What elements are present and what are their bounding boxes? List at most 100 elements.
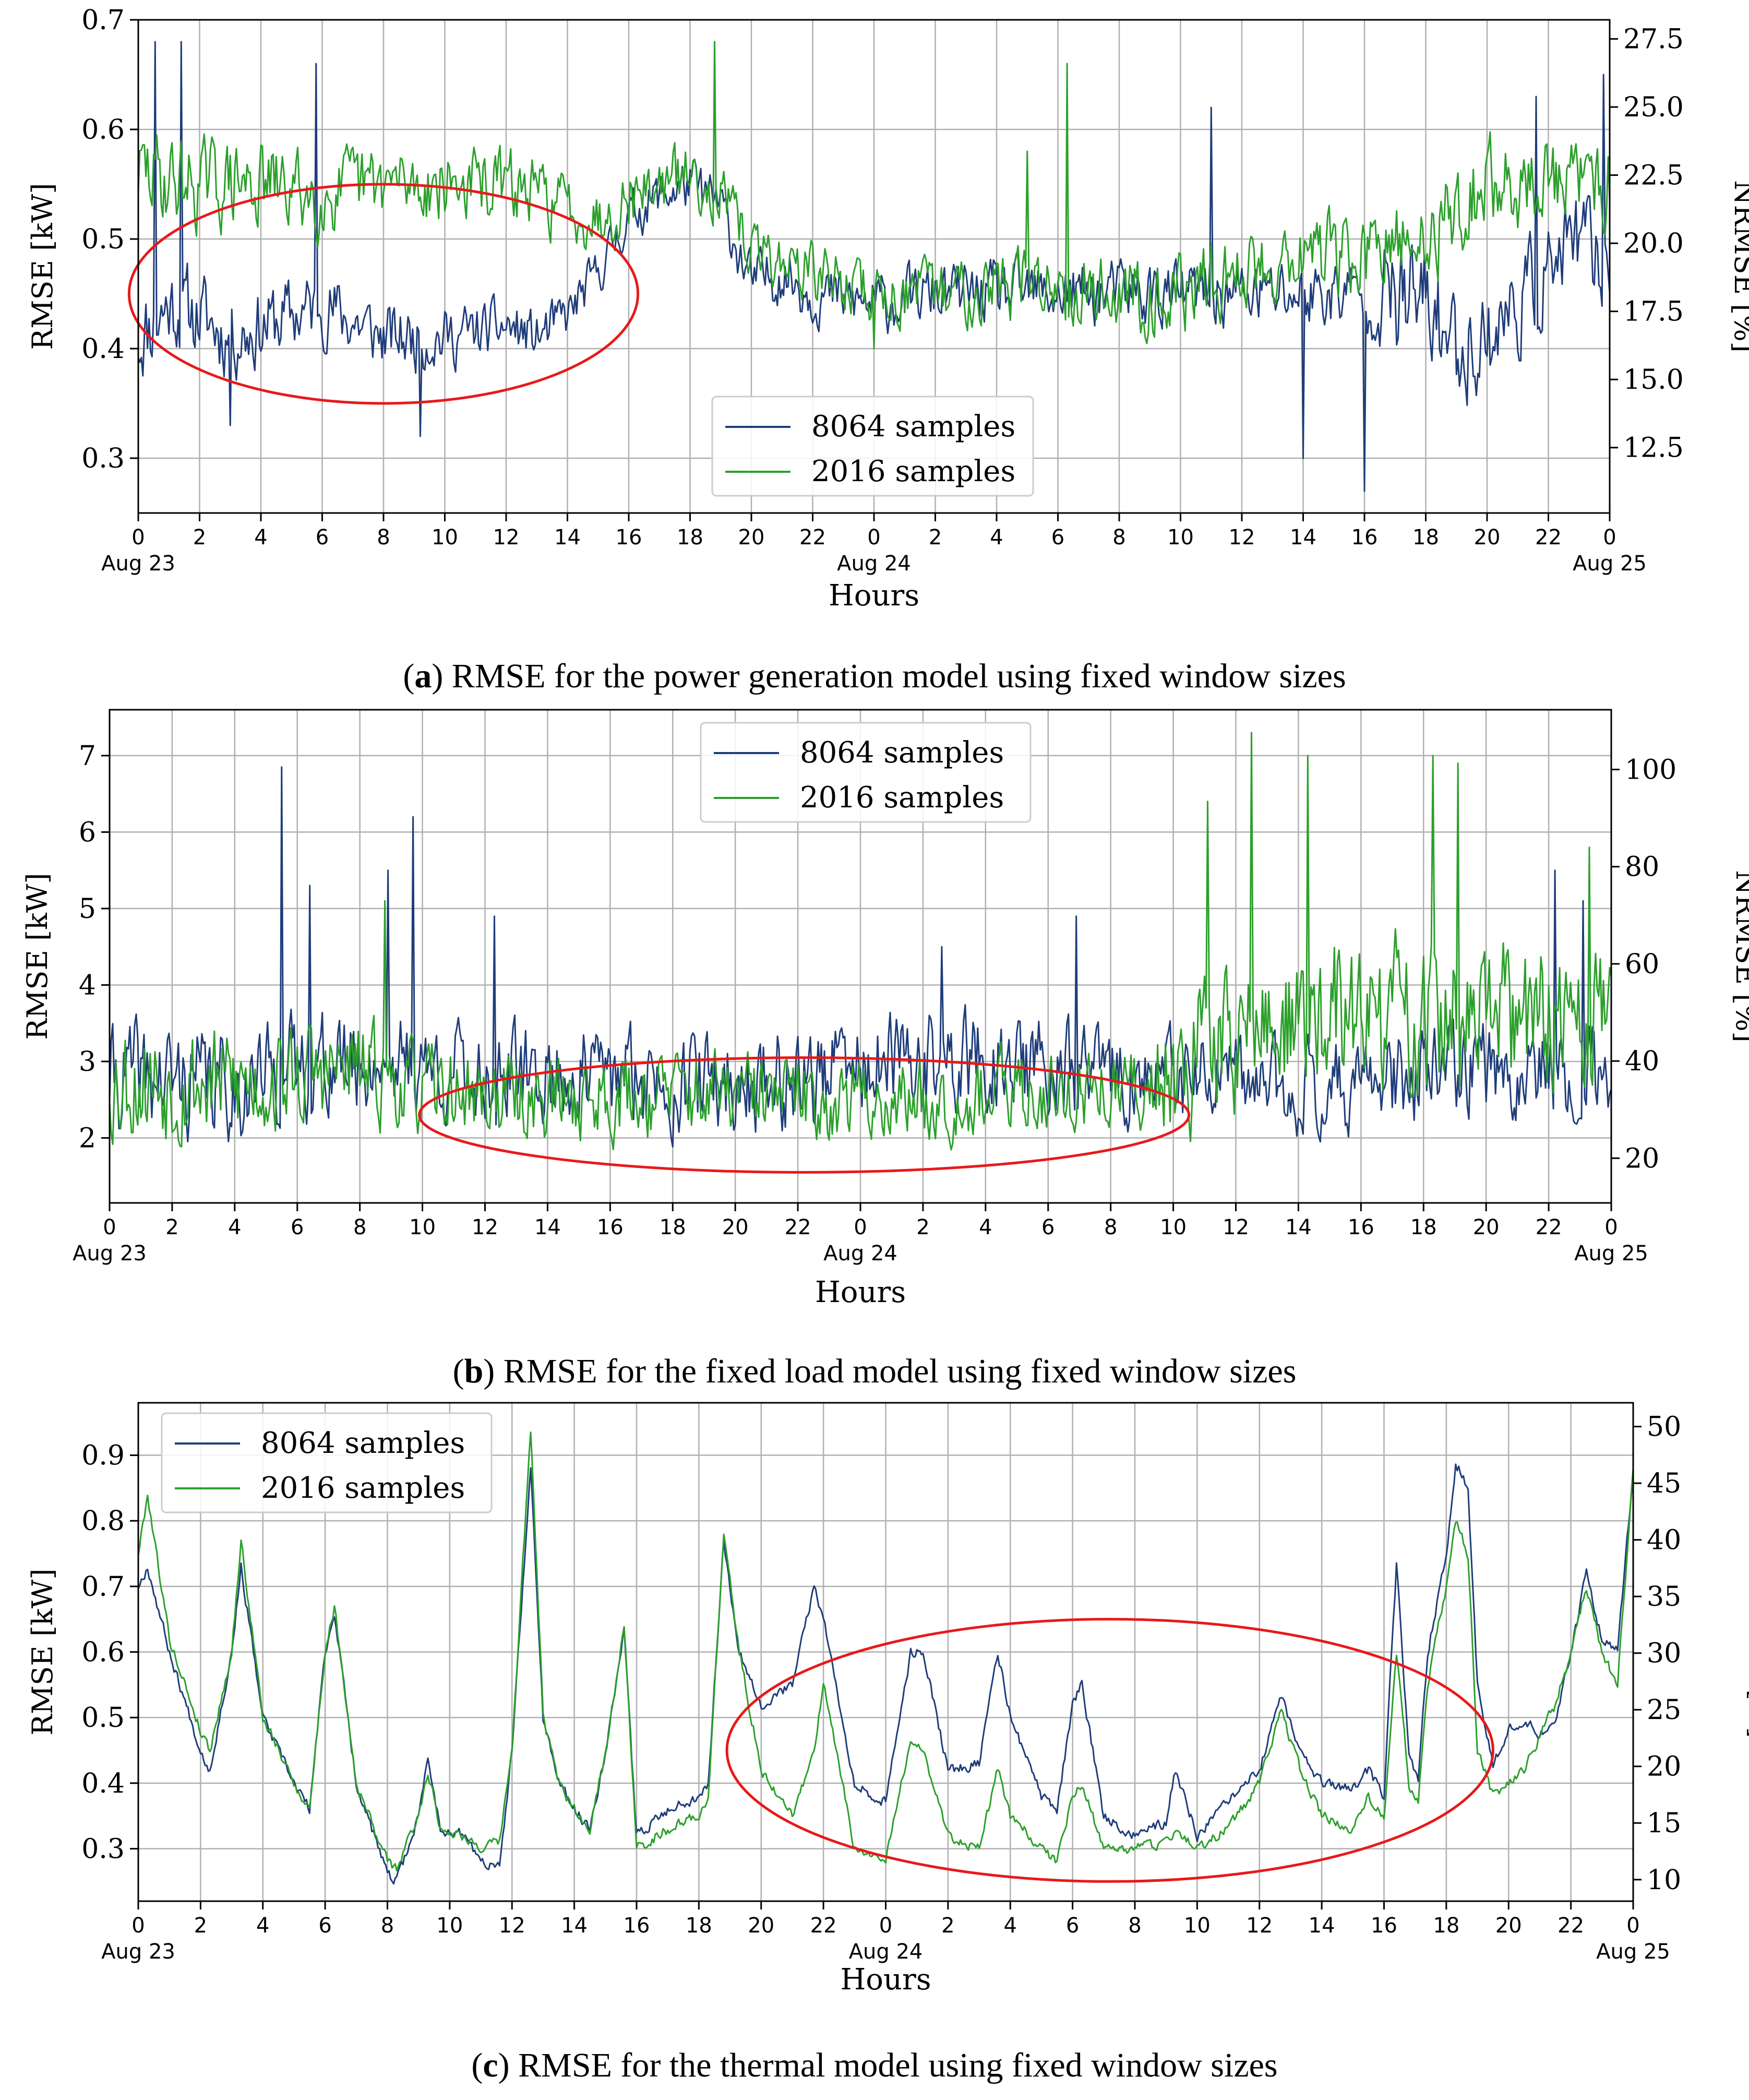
x-tick-label: 12	[1229, 526, 1255, 550]
x-tick-label: 20	[1495, 1914, 1522, 1938]
x-axis-label: Hours	[829, 579, 919, 613]
y2-tick-label: 27.5	[1623, 24, 1684, 55]
x-tick-label: 2	[941, 1914, 954, 1938]
y2-tick-label: 20	[1647, 1751, 1681, 1783]
x-tick-label: 16	[597, 1215, 624, 1239]
y-tick-label: 0.3	[81, 1833, 125, 1865]
x-tick-label: 14	[1309, 1914, 1335, 1938]
x-tick-label: 12	[499, 1914, 525, 1938]
x-tick-label: 12	[472, 1215, 498, 1239]
x-tick-label: 20	[1474, 526, 1501, 550]
x-tick-label: 0	[1604, 1215, 1618, 1239]
legend: 8064 samples 2016 samples	[700, 722, 1032, 823]
x-tick-label: 22	[1536, 1215, 1562, 1239]
legend-label: 2016 samples	[800, 781, 1004, 815]
y2-tick-label: 25.0	[1623, 92, 1684, 123]
x-tick-label: 4	[979, 1215, 992, 1239]
series-line-2016	[137, 1431, 1634, 1872]
y-tick-label: 3	[79, 1046, 96, 1078]
y2-tick-label: 80	[1625, 852, 1659, 883]
x-tick-label: 22	[785, 1215, 811, 1239]
y2-axis-label: NRMSE [%]	[1744, 1566, 1749, 1738]
x-tick-label: 16	[624, 1914, 650, 1938]
y-axis-label: RMSE [kW]	[26, 1569, 59, 1736]
y2-tick-label: 25	[1647, 1695, 1681, 1726]
legend-label: 2016 samples	[811, 455, 1015, 488]
x-tick-label: 0	[879, 1914, 892, 1938]
x-tick-label: 0	[103, 1215, 116, 1239]
x-tick-label: 14	[561, 1914, 588, 1938]
x-tick-label: 18	[1412, 526, 1439, 550]
x-tick-label: 6	[1066, 1914, 1079, 1938]
x-tick-label: 2	[194, 1914, 207, 1938]
caption-c-letter: c	[483, 2046, 498, 2084]
x-date-label: Aug 24	[823, 1242, 897, 1266]
legend-label: 2016 samples	[261, 1471, 465, 1505]
highlight-ellipse	[418, 1056, 1191, 1174]
x-tick-label: 8	[377, 526, 390, 550]
y-tick-label: 0.5	[81, 224, 125, 255]
caption-b-letter: b	[464, 1352, 484, 1390]
x-tick-label: 6	[316, 526, 329, 550]
x-tick-label: 0	[1603, 526, 1616, 550]
x-tick-label: 2	[165, 1215, 178, 1239]
chart-panel-b: 0 2 4 6 8 10 12 14 16 18 20 22 0 2 4 6 8 10 12 14 16 18 20 22 0A…	[21, 709, 1749, 1309]
legend-box	[700, 722, 1032, 823]
y-tick-label: 0.3	[81, 443, 125, 474]
x-tick-label: 10	[409, 1215, 436, 1239]
y-tick-label: 6	[79, 817, 96, 848]
y2-axis-label: NRMSE [%]	[1730, 870, 1749, 1042]
caption-b-text: ) RMSE for the fixed load model using fi…	[483, 1352, 1297, 1390]
x-tick-label: 8	[1112, 526, 1125, 550]
y2-tick-label: 17.5	[1623, 296, 1684, 328]
x-tick-label: 6	[318, 1914, 331, 1938]
x-tick-label: 16	[1371, 1914, 1397, 1938]
y2-tick-label: 30	[1647, 1638, 1681, 1669]
chart-panel-c: 0 2 4 6 8 10 12 14 16 18 20 22 0 2 4 6 8 10 12 14 16 18 20 22 0A…	[26, 1402, 1749, 1997]
y2-tick-label: 10	[1647, 1865, 1681, 1896]
x-tick-label: 8	[1104, 1215, 1117, 1239]
y-tick-label: 0.6	[81, 114, 125, 146]
x-tick-label: 2	[929, 526, 942, 550]
legend-label: 8064 samples	[800, 736, 1004, 770]
x-tick-label: 8	[1128, 1914, 1141, 1938]
x-tick-label: 2	[916, 1215, 929, 1239]
caption-a-text: ) RMSE for the power generation model us…	[432, 657, 1346, 695]
x-tick-label: 8	[381, 1914, 394, 1938]
x-tick-label: 10	[1160, 1215, 1187, 1239]
x-tick-label: 16	[616, 526, 642, 550]
series-line-8064	[137, 1463, 1634, 1885]
x-tick-label: 18	[1433, 1914, 1459, 1938]
x-tick-label: 0	[854, 1215, 867, 1239]
x-date-label: Aug 24	[849, 1940, 923, 1964]
y-tick-label: 5	[79, 893, 96, 925]
x-tick-label: 12	[1246, 1914, 1273, 1938]
y2-tick-label: 60	[1625, 949, 1659, 980]
x-date-label: Aug 24	[837, 552, 911, 576]
y-tick-label: 0.9	[81, 1440, 125, 1472]
caption-a: (a) RMSE for the power generation model …	[403, 657, 1346, 695]
x-axis-label: Hours	[840, 1963, 931, 1997]
series-line-2016	[109, 732, 1612, 1151]
x-date-label: Aug 23	[101, 1940, 175, 1964]
y2-tick-label: 100	[1625, 755, 1676, 786]
x-tick-label: 18	[677, 526, 703, 550]
y2-tick-label: 22.5	[1623, 160, 1684, 192]
y2-axis-label: NRMSE [%]	[1728, 180, 1749, 352]
x-tick-label: 6	[291, 1215, 304, 1239]
x-tick-label: 22	[1558, 1914, 1584, 1938]
legend: 8064 samples 2016 samples	[711, 396, 1034, 497]
y2-tick-label: 35	[1647, 1581, 1681, 1613]
x-date-label: Aug 23	[101, 552, 175, 576]
y2-tick-label: 15.0	[1623, 364, 1684, 396]
legend-box	[711, 396, 1034, 497]
x-tick-label: 14	[1285, 1215, 1312, 1239]
x-tick-label: 10	[436, 1914, 463, 1938]
caption-c-text: ) RMSE for the thermal model using fixed…	[498, 2046, 1278, 2084]
x-tick-label: 6	[1041, 1215, 1055, 1239]
legend-box	[161, 1412, 493, 1513]
x-tick-label: 22	[1535, 526, 1562, 550]
y2-tick-label: 12.5	[1623, 433, 1684, 464]
x-tick-label: 0	[1626, 1914, 1639, 1938]
